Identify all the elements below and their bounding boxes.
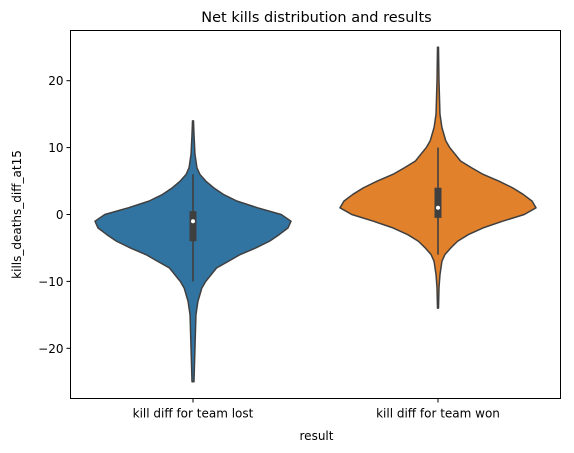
x-axis: kill diff for team lost kill diff for tea… — [133, 398, 500, 421]
x-tick-label: kill diff for team won — [376, 407, 500, 421]
y-axis-label: kills_deaths_diff_at15 — [10, 150, 24, 279]
x-tick-label: kill diff for team lost — [133, 407, 254, 421]
y-axis: −20 −10 0 10 20 — [38, 74, 71, 356]
y-tick-label: 20 — [48, 74, 63, 88]
y-tick-label: −20 — [38, 342, 63, 356]
violin-median-1 — [191, 219, 195, 224]
y-tick-label: −10 — [38, 275, 63, 289]
violin-median-2 — [436, 205, 440, 210]
x-axis-label: result — [300, 429, 334, 443]
chart-title: Net kills distribution and results — [201, 10, 431, 26]
y-tick-label: 10 — [48, 141, 63, 155]
violin-iqr-box-2 — [434, 187, 442, 218]
y-tick-label: 0 — [56, 208, 64, 222]
violin-iqr-box-1 — [189, 211, 197, 242]
plot-area — [94, 46, 537, 383]
